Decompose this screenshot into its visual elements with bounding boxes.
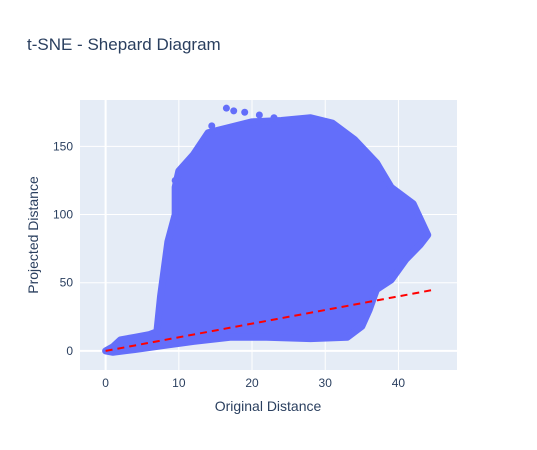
scatter-point (208, 122, 216, 130)
x-tick-label: 10 (172, 376, 186, 390)
scatter-point (171, 176, 179, 184)
scatter-point-cloud (102, 114, 432, 356)
y-tick-labels: 0 50 100 150 (53, 139, 73, 358)
scatter-point (255, 111, 263, 119)
scatter-point (230, 107, 238, 115)
scatter-points (102, 104, 432, 356)
x-tick-labels: 0 10 20 30 40 (102, 376, 405, 390)
chart-title: t-SNE - Shepard Diagram (27, 35, 221, 54)
y-tick-label: 100 (53, 208, 73, 222)
y-tick-label: 50 (60, 276, 74, 290)
x-tick-label: 30 (319, 376, 333, 390)
x-tick-label: 20 (245, 376, 259, 390)
x-tick-label: 0 (102, 376, 109, 390)
x-tick-label: 40 (392, 376, 406, 390)
scatter-point (241, 108, 249, 116)
y-axis-title: Projected Distance (25, 176, 41, 294)
scatter-point (270, 114, 278, 122)
x-axis-title: Original Distance (215, 398, 322, 414)
scatter-point (222, 104, 230, 112)
y-tick-label: 0 (66, 344, 73, 358)
y-tick-label: 150 (53, 139, 73, 153)
reference-line (105, 289, 432, 352)
